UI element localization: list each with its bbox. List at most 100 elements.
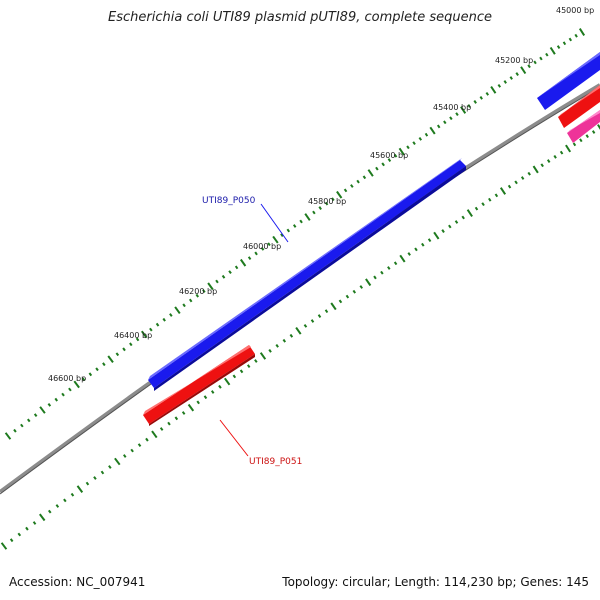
ruler-tick — [466, 209, 473, 217]
ruler-tick — [317, 314, 322, 318]
ruler-tick — [33, 413, 38, 418]
ruler-tick — [304, 213, 311, 221]
ruler-tick — [202, 289, 206, 293]
ruler-tick — [129, 342, 133, 347]
ruler-tick — [167, 421, 171, 426]
ruler-tick — [418, 137, 423, 141]
ruler-tick — [299, 219, 303, 224]
ruler-tick — [441, 229, 445, 233]
ruler-tick — [85, 481, 90, 486]
ruler-tick — [275, 344, 279, 348]
ruler-tick — [68, 387, 72, 392]
ruler-tick — [39, 406, 46, 414]
ruler-tick — [553, 154, 557, 159]
ruler-tick — [286, 228, 291, 233]
ruler-tick — [223, 377, 231, 386]
ruler-tick — [393, 153, 398, 158]
ruler-tick — [130, 448, 134, 453]
ruler-tick — [490, 86, 497, 94]
ruler-tick — [515, 72, 519, 76]
ruler-tick — [338, 299, 343, 304]
ruler-tick — [228, 270, 232, 274]
ruler-tick — [474, 206, 479, 211]
ruler-tick — [568, 37, 573, 42]
tick-label-45800: 45800 bp — [308, 197, 346, 206]
ruler-tick — [145, 437, 149, 442]
ruler-tick — [0, 542, 8, 550]
sequence-summary: Topology: circular; Length: 114,230 bp; … — [282, 575, 589, 589]
ruler-tick — [514, 180, 518, 185]
ruler-tick — [122, 347, 126, 352]
ruler-tick — [55, 504, 60, 508]
ruler-tick — [108, 465, 112, 469]
ruler-tick — [254, 251, 258, 256]
ruler-tick — [135, 337, 140, 342]
ruler-tick — [267, 242, 271, 247]
tick-label-46600: 46600 bp — [48, 374, 86, 383]
ruler-tick — [393, 261, 398, 266]
ruler-tick — [520, 66, 527, 75]
ruler-tick — [414, 247, 418, 252]
ruler-tick — [246, 364, 251, 368]
label-leader-P051 — [219, 419, 249, 457]
ruler-tick — [527, 64, 531, 69]
ruler-tick — [182, 303, 186, 308]
ruler-tick — [234, 265, 239, 270]
ruler-tick — [137, 443, 142, 447]
ruler-tick — [247, 256, 252, 260]
gene-UTI89-P050[interactable] — [148, 158, 466, 391]
tick-label-45600: 45600 bp — [370, 151, 408, 160]
ruler-tick — [162, 317, 166, 322]
ruler-tick — [292, 224, 297, 228]
ruler-tick — [303, 324, 308, 328]
ruler-tick — [259, 352, 267, 360]
ruler-tick — [562, 41, 567, 46]
ruler-tick — [362, 175, 367, 180]
ruler-tick — [174, 306, 181, 314]
ruler-tick — [155, 322, 160, 327]
ruler-tick — [381, 162, 385, 167]
gene-reverse-edge[interactable] — [558, 85, 600, 128]
map-title: Escherichia coli UTI89 plasmid pUTI89, c… — [108, 10, 492, 25]
ruler-tick — [181, 411, 186, 415]
ruler-tick — [114, 457, 121, 466]
ruler-tick — [436, 124, 441, 129]
ruler-tick — [375, 166, 379, 171]
ruler-tick — [406, 145, 410, 150]
ruler-tick — [254, 359, 258, 363]
gene-label-P050[interactable]: UTI89_P050 — [202, 196, 256, 206]
gene-label-P051[interactable]: UTI89_P051 — [249, 457, 302, 467]
ruler-tick — [545, 52, 549, 57]
ruler-tick — [533, 60, 537, 65]
ruler-tick — [47, 402, 52, 407]
gene-forward-edge[interactable] — [537, 52, 600, 110]
ruler-tick — [356, 179, 360, 184]
ruler-tick — [280, 233, 284, 237]
ruler-tick — [585, 134, 589, 139]
ruler-tick — [260, 246, 265, 251]
ruler-tick — [239, 369, 244, 374]
ruler-tick — [494, 193, 499, 198]
ruler-tick — [424, 132, 429, 137]
tick-label-46000: 46000 bp — [243, 242, 281, 251]
ruler-tick — [367, 169, 374, 177]
ruler-tick — [295, 327, 302, 335]
ruler-tick — [93, 476, 97, 480]
gene-UTI89-P051[interactable] — [143, 345, 255, 426]
ruler-tick — [38, 513, 46, 522]
ruler-tick — [578, 28, 586, 36]
ruler-tick — [122, 454, 127, 458]
ruler-tick — [509, 76, 513, 80]
ruler-tick — [485, 92, 490, 96]
ruler-tick — [4, 432, 12, 440]
label-leader-P050 — [260, 203, 289, 243]
ruler-tick — [597, 124, 600, 130]
ruler-tick — [549, 46, 556, 55]
ruler-tick — [556, 45, 561, 49]
ruler-tick — [169, 313, 173, 317]
ruler-tick — [507, 184, 512, 189]
ruler-tick — [70, 492, 75, 497]
ruler-tick — [359, 285, 364, 289]
tick-label-45200: 45200 bp — [495, 56, 533, 65]
gene-other-edge[interactable] — [567, 110, 600, 143]
